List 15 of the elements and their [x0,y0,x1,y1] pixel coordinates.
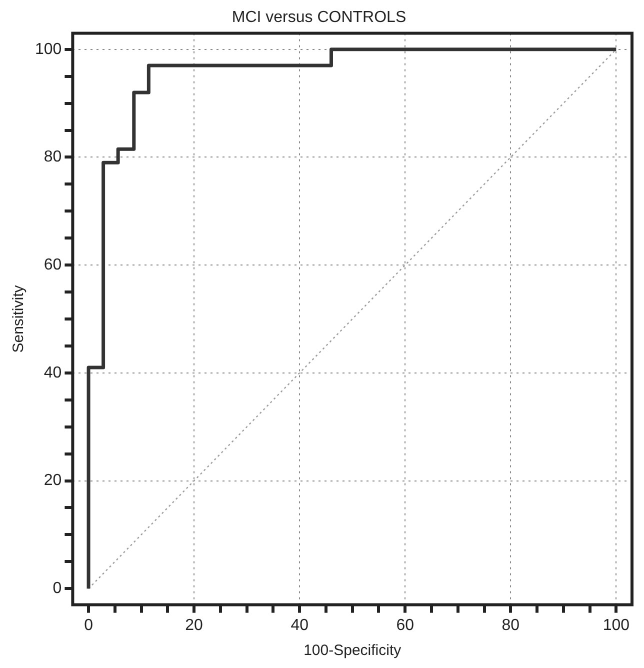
x-tick-label: 80 [502,616,520,634]
x-tick-label: 60 [396,616,414,634]
x-tick-label: 20 [185,616,204,634]
y-tick-label: 20 [44,472,62,490]
chart-title: MCI versus CONTROLS [232,9,406,26]
y-tick-label: 80 [44,148,62,166]
x-axis-title: 100-Specificity [304,642,402,660]
x-tick-label: 40 [290,616,309,634]
y-tick-label: 0 [52,580,62,598]
x-tick-label: 100 [602,616,630,634]
y-tick-label: 40 [44,364,62,382]
y-axis-title: Sensitivity [10,284,28,353]
y-tick-label: 60 [44,256,62,274]
y-tick-label: 100 [34,40,62,58]
x-tick-label: 0 [84,616,94,634]
